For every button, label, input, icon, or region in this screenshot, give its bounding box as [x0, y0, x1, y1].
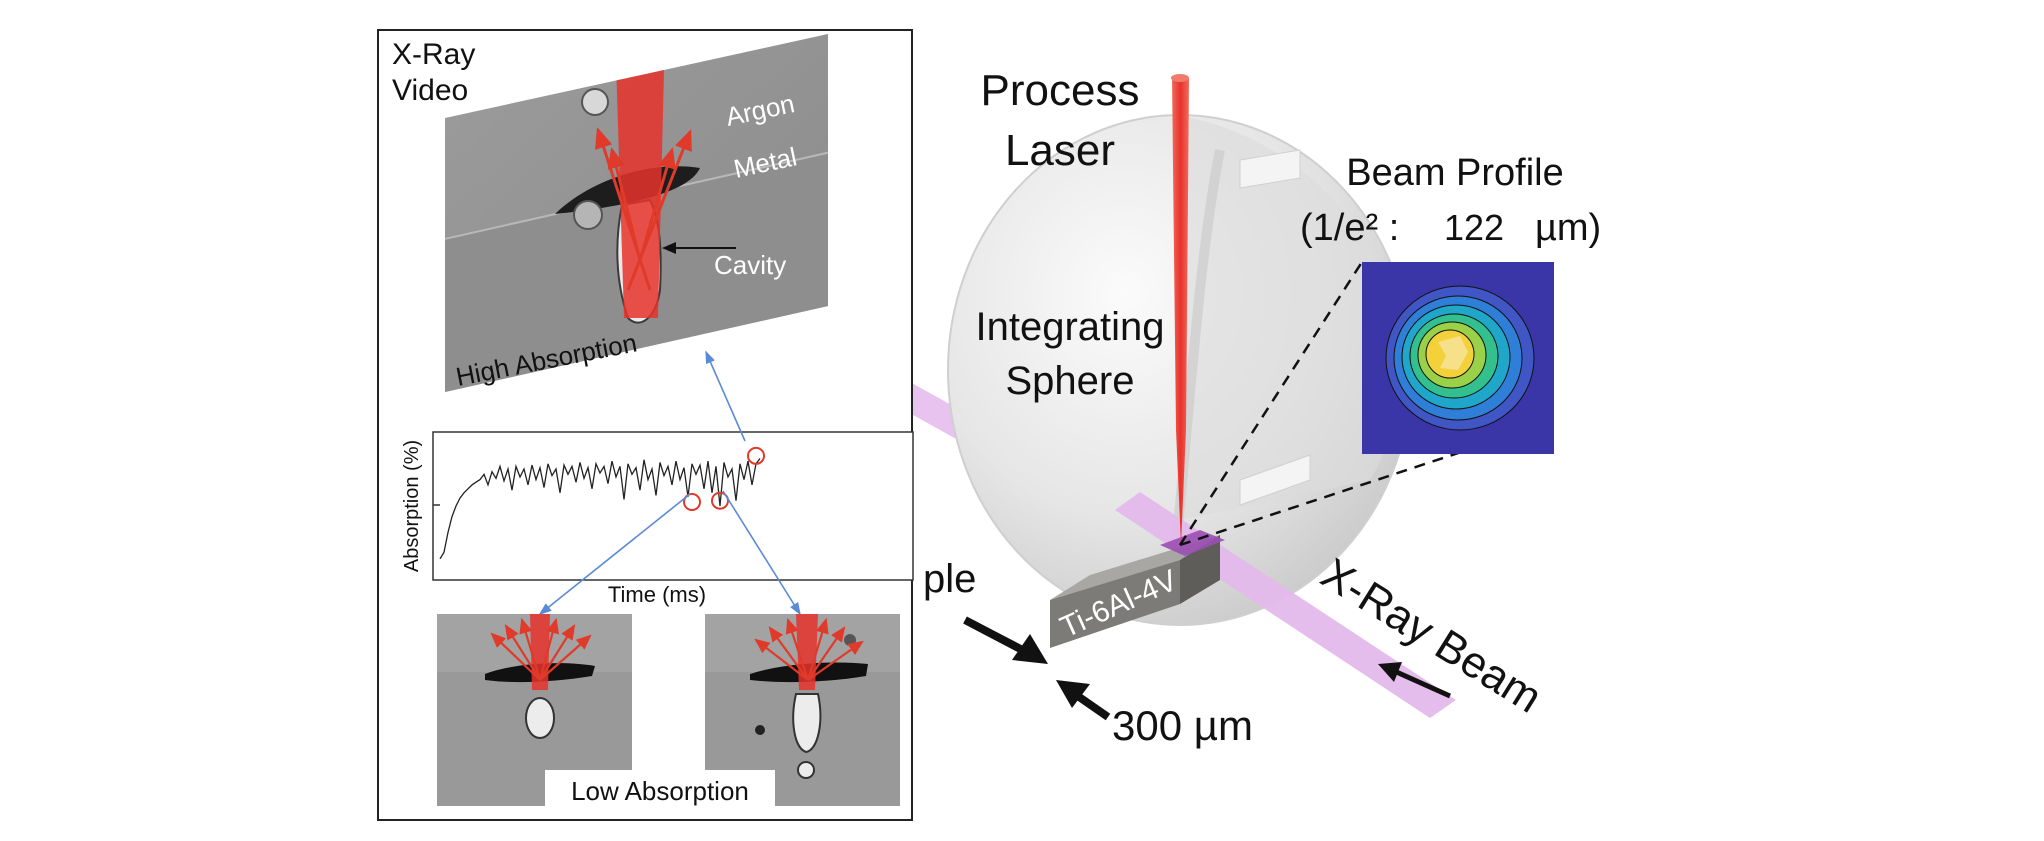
plot-frame [432, 431, 914, 581]
xray-direction-arrowhead [1378, 662, 1402, 682]
label-xray-video-line2: Video [392, 74, 468, 107]
label-beam-profile-prefix: (1/e² : [1300, 207, 1399, 249]
label-xray-video-line1: X-Ray [392, 38, 475, 71]
label-beam-profile: Beam Profile [1346, 152, 1564, 194]
plot-markers-group [683, 446, 765, 512]
plot-marker-2 [747, 446, 765, 465]
label-integrating-sphere-line2: Sphere [1006, 359, 1135, 403]
xray-video-frame [445, 34, 828, 392]
low-absorption-frame-right [705, 614, 900, 806]
plot-series-group [439, 458, 761, 560]
xray-direction-arrow [1390, 667, 1452, 699]
thickness-arrowhead-lower [1056, 680, 1090, 708]
connector-arrow-low-right [722, 490, 801, 616]
thickness-arrow-upper [963, 616, 1032, 658]
label-process-laser-line1: Process [981, 66, 1140, 115]
plot-marker-0 [683, 493, 701, 512]
label-cavity: Cavity [714, 250, 786, 280]
label-beam-profile-unit: µm) [1535, 207, 1601, 249]
label-low-absorption: Low Absorption [571, 776, 749, 806]
plot-ylabel: Absorption (%) [401, 440, 423, 572]
label-sample-partial: ple [923, 557, 976, 601]
label-integrating-sphere-line1: Integrating [975, 305, 1164, 349]
label-sample-thickness: 300 µm [1112, 702, 1253, 749]
thickness-arrowhead-upper [1012, 634, 1048, 664]
connector-arrow-low-left [538, 493, 691, 615]
plot-marker-1 [711, 491, 729, 510]
laser-aperture [1171, 74, 1189, 82]
plot-series-line-0 [439, 458, 761, 560]
label-process-laser-line2: Laser [1005, 126, 1115, 175]
plot-xlabel: Time (ms) [608, 582, 706, 607]
connector-arrow-high [705, 350, 746, 442]
label-beam-profile-value: 122 [1444, 207, 1504, 248]
process-laser [1172, 78, 1189, 545]
absorption-plot [432, 431, 914, 581]
sample-bar [1050, 530, 1225, 648]
beam-profile-image [1362, 262, 1554, 454]
low-absorption-label-bg [545, 770, 775, 810]
